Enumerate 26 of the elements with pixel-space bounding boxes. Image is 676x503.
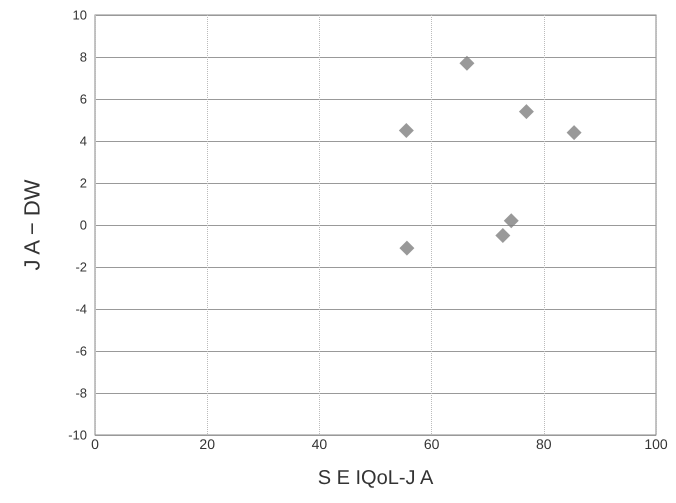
point xyxy=(398,123,414,138)
y-tick-label: 6 xyxy=(80,92,87,106)
y-tick-label: 4 xyxy=(80,134,87,148)
x-axis-title: S E IQoL-J A xyxy=(318,467,434,489)
point xyxy=(399,240,414,256)
y-tick-label: 2 xyxy=(80,176,87,190)
x-tick-label: 60 xyxy=(424,436,440,452)
x-tick-label: 0 xyxy=(91,436,100,452)
y-tick-label: 8 xyxy=(80,50,87,64)
y-tick-label: 10 xyxy=(72,8,87,22)
x-tick-label: 100 xyxy=(644,436,668,452)
x-tick-label: 40 xyxy=(312,436,328,452)
point xyxy=(566,125,582,140)
point xyxy=(504,213,519,228)
y-tick-label: -8 xyxy=(75,386,87,400)
point xyxy=(518,104,534,120)
y-tick-label: -10 xyxy=(68,428,87,442)
y-tick-label: 0 xyxy=(80,218,87,232)
point xyxy=(459,56,474,71)
y-tick-label: -2 xyxy=(75,260,87,274)
y-tick-label: -6 xyxy=(75,344,87,358)
y-tick-label: -4 xyxy=(75,302,87,316)
x-tick-label: 80 xyxy=(536,436,552,452)
y-axis-title: J A − DW xyxy=(20,179,44,271)
point xyxy=(495,228,510,243)
x-tick-label: 20 xyxy=(199,436,216,452)
